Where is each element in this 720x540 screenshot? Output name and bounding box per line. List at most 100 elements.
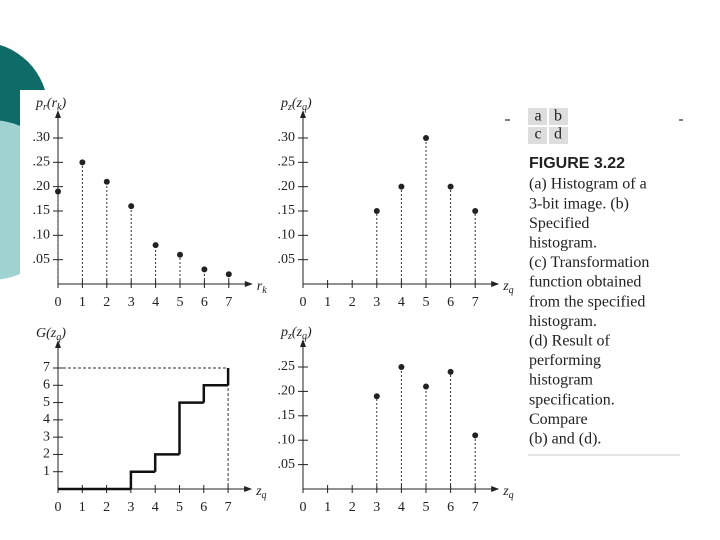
axis-label-part: (z xyxy=(292,96,303,111)
axis-label-part: z xyxy=(255,484,262,499)
axis-label: G(zq) xyxy=(36,326,66,343)
y-tick-label: .20 xyxy=(278,179,296,194)
axis-label: pz(zq) xyxy=(280,96,312,113)
step-segment xyxy=(153,453,180,472)
caption-line: performing xyxy=(529,352,601,369)
y-tick-label: .25 xyxy=(278,155,296,170)
axis-label-part: z xyxy=(287,331,292,342)
stem-dot xyxy=(128,203,135,210)
y-tick-label: .05 xyxy=(278,457,296,472)
x-tick-label: 1 xyxy=(324,295,331,310)
y-axis-arrow xyxy=(300,110,306,118)
axis-label-part: z xyxy=(502,484,509,499)
x-tick-label: 4 xyxy=(398,500,405,515)
axis-label-part: z xyxy=(502,279,509,294)
y-tick-label: .30 xyxy=(33,130,51,145)
panel-label: c xyxy=(534,126,541,143)
caption-line: histogram. xyxy=(529,234,597,251)
x-tick-label: 0 xyxy=(300,500,307,515)
axis-label-part: q xyxy=(56,332,61,343)
stem-dot xyxy=(79,159,86,166)
y-tick-label: 3 xyxy=(43,429,50,444)
panel-label: a xyxy=(534,108,541,125)
x-tick-label: 2 xyxy=(349,295,356,310)
axis-label-part: q xyxy=(262,490,267,501)
x-axis-arrow xyxy=(244,486,253,492)
stem-dot xyxy=(103,178,110,185)
y-tick-label: .25 xyxy=(33,155,51,170)
caption-line: (a) Histogram of a xyxy=(529,176,647,193)
axis-label-part: q xyxy=(509,285,514,296)
x-tick-label: 5 xyxy=(423,295,430,310)
caption-line: histogram. xyxy=(529,313,597,330)
y-tick-label: .05 xyxy=(33,252,51,267)
caption-line: specification. xyxy=(529,391,615,408)
axis-label-part: k xyxy=(262,285,267,296)
x-tick-label: 3 xyxy=(373,500,380,515)
axis-label-part: q xyxy=(302,331,307,342)
caption-line: (c) Transformation xyxy=(529,254,649,271)
axis-label-part: q xyxy=(509,490,514,501)
x-axis-arrow xyxy=(491,486,500,492)
x-tick-label: 2 xyxy=(103,295,110,310)
axis-label-part: z xyxy=(287,102,292,113)
stem-dot xyxy=(55,188,61,195)
y-tick-label: .05 xyxy=(278,252,296,267)
axis-label-part: (z xyxy=(292,325,303,340)
axis-label-part: k xyxy=(57,102,62,113)
caption-line: (b) and (d). xyxy=(529,430,601,447)
stem-dot xyxy=(472,432,479,439)
stem-dot xyxy=(398,183,405,190)
x-tick-label: 7 xyxy=(225,295,232,310)
y-tick-label: 4 xyxy=(43,412,50,427)
x-tick-label: 6 xyxy=(447,500,454,515)
x-tick-label: 6 xyxy=(200,500,207,515)
caption-line: 3-bit image. (b) xyxy=(529,195,629,212)
stem-dot xyxy=(447,368,454,375)
y-axis-arrow xyxy=(300,339,306,347)
stem-dot xyxy=(201,266,208,273)
axis-label-part: ) xyxy=(60,326,66,341)
x-tick-label: 7 xyxy=(472,500,479,515)
axis-label-part: (r xyxy=(47,96,58,111)
y-tick-label: .15 xyxy=(33,203,51,218)
step-segment xyxy=(129,470,156,489)
y-tick-label: .10 xyxy=(33,228,51,243)
x-tick-label: 4 xyxy=(152,295,159,310)
axis-label-part: q xyxy=(302,102,307,113)
x-tick-label: 0 xyxy=(300,295,307,310)
x-tick-label: 2 xyxy=(103,500,110,515)
axis-label-part: r xyxy=(43,102,47,113)
axis-label: pz(zq) xyxy=(280,325,312,342)
axis-label-part: ) xyxy=(306,96,312,111)
axis-label-part: ) xyxy=(306,325,312,340)
axis-label-part: G(z xyxy=(36,326,57,341)
x-tick-label: 7 xyxy=(225,500,232,515)
x-tick-label: 6 xyxy=(447,295,454,310)
x-axis-arrow xyxy=(491,281,500,287)
stem-dot xyxy=(177,251,183,258)
caption-line: (d) Result of xyxy=(529,332,611,349)
y-tick-label: 5 xyxy=(43,395,50,410)
axis-label: zq xyxy=(255,484,266,501)
axis-label: rk xyxy=(257,279,267,296)
y-tick-label: .15 xyxy=(278,408,296,423)
axis-label: pr(rk) xyxy=(35,96,66,113)
x-tick-label: 3 xyxy=(127,500,134,515)
stem-dot xyxy=(398,364,405,370)
axis-label-part: p xyxy=(280,96,288,111)
axis-label-part: ) xyxy=(60,96,66,111)
axis-label-part: p xyxy=(35,96,43,111)
x-tick-label: 3 xyxy=(128,295,135,310)
figure-panel xyxy=(20,90,522,520)
x-tick-label: 5 xyxy=(177,295,184,310)
x-tick-label: 6 xyxy=(201,295,208,310)
x-tick-label: 3 xyxy=(373,295,380,310)
x-tick-label: 4 xyxy=(152,500,159,515)
y-tick-label: .15 xyxy=(278,203,296,218)
y-tick-label: .20 xyxy=(33,179,51,194)
y-tick-label: 1 xyxy=(43,464,50,479)
step-segment xyxy=(178,401,204,455)
x-tick-label: 4 xyxy=(398,295,405,310)
